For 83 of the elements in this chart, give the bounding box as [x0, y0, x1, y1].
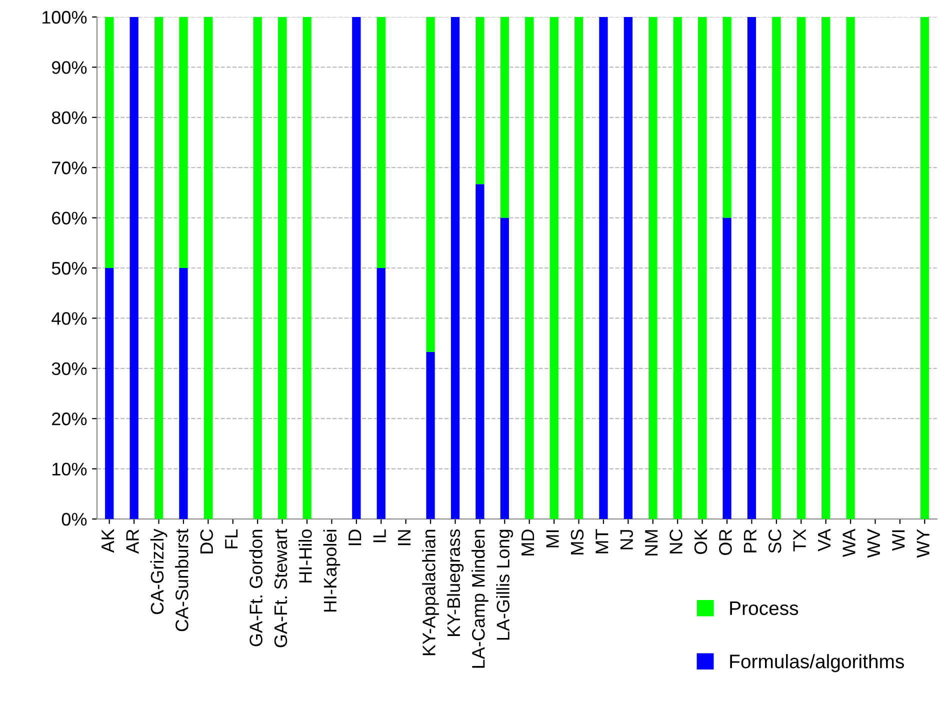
- x-tick-label: KY-Bluegrass: [446, 529, 464, 636]
- bar: [500, 17, 509, 218]
- bar: [154, 17, 164, 519]
- y-tick-label: 50%: [52, 262, 87, 275]
- bar: [105, 268, 114, 519]
- bar: [476, 184, 484, 519]
- bar: [352, 17, 361, 519]
- x-tick-label: ID: [348, 530, 362, 546]
- bar: [722, 218, 732, 519]
- y-tick-label: 30%: [52, 362, 87, 376]
- x-tick-label: AR: [126, 530, 139, 554]
- bar: [550, 17, 558, 519]
- y-tick-label: 20%: [52, 412, 87, 426]
- x-tick-label: MS: [570, 530, 584, 554]
- x-tick-label: WI: [892, 530, 905, 551]
- x-tick-label: MI: [546, 530, 559, 548]
- x-tick-label: LA-Camp Minden: [472, 530, 488, 668]
- x-tick-label: DC: [200, 529, 214, 554]
- bar: [476, 17, 484, 184]
- bar: [772, 17, 781, 519]
- bar: [450, 17, 460, 519]
- bar: [574, 17, 584, 519]
- bar: [253, 17, 262, 519]
- y-tick-label: 100%: [42, 10, 87, 24]
- bar: [673, 17, 682, 519]
- x-tick-label: CA-Grizzly: [150, 528, 168, 614]
- legend-label: Process: [730, 602, 798, 616]
- bar: [846, 17, 855, 519]
- bar: [130, 17, 138, 519]
- x-tick-label: WY: [916, 529, 930, 558]
- y-tick-label: 80%: [52, 111, 87, 124]
- y-tick-label: 40%: [52, 312, 87, 325]
- bar: [376, 17, 386, 268]
- bar: [698, 17, 707, 519]
- bar: [599, 17, 608, 519]
- x-tick-label: GA-Ft. Gordon: [249, 530, 262, 646]
- x-tick-label: WV: [867, 528, 880, 558]
- bar: [822, 17, 830, 519]
- bar: [624, 17, 632, 519]
- x-tick-label: VA: [818, 528, 830, 552]
- x-tick-label: AK: [102, 528, 114, 553]
- bar: [179, 268, 188, 519]
- bar: [796, 17, 806, 519]
- x-tick-label: TX: [793, 529, 806, 552]
- bar: [278, 17, 287, 519]
- bar: [920, 17, 929, 519]
- bar: [105, 17, 114, 268]
- bar: [648, 17, 658, 519]
- bar: [204, 17, 212, 519]
- bar: [525, 17, 534, 519]
- x-tick-label: FL: [225, 529, 238, 548]
- y-tick-label: 0%: [62, 512, 87, 526]
- x-tick-label: OR: [719, 530, 732, 555]
- y-tick-label: 90%: [52, 61, 87, 74]
- x-tick-label: WA: [842, 528, 856, 558]
- bar: [376, 268, 386, 519]
- bar: [500, 218, 509, 519]
- legend-label: Formulas/algorithms: [730, 654, 904, 672]
- x-tick-label: SC: [768, 529, 782, 553]
- x-tick-label: PR: [744, 530, 756, 552]
- x-tick-label: MT: [596, 529, 608, 554]
- bar: [722, 17, 732, 218]
- y-tick-label: 70%: [52, 162, 87, 174]
- x-tick-label: KY-Appalachian: [422, 530, 439, 656]
- y-tick-label: 10%: [52, 462, 87, 476]
- x-tick-label: NC: [670, 529, 682, 554]
- bar: [747, 17, 756, 519]
- x-tick-label: HI-Kapolei: [323, 530, 340, 612]
- y-tick-label: 60%: [52, 212, 87, 225]
- x-tick-label: NM: [645, 530, 658, 556]
- x-tick-label: MD: [522, 530, 534, 556]
- x-tick-label: NJ: [620, 530, 634, 550]
- x-tick-label: CA-Sunburst: [175, 528, 188, 632]
- bar: [426, 352, 435, 519]
- x-tick-label: IL: [373, 529, 386, 542]
- x-tick-label: OK: [694, 528, 708, 554]
- bar: [179, 17, 188, 268]
- x-tick-label: HI-Hilo: [298, 529, 312, 582]
- x-tick-label: GA-Ft. Stewart: [274, 528, 288, 648]
- bar: [302, 17, 312, 519]
- x-tick-label: LA-Gillis Long: [496, 530, 514, 640]
- x-tick-label: IN: [398, 530, 410, 546]
- bar: [426, 17, 435, 352]
